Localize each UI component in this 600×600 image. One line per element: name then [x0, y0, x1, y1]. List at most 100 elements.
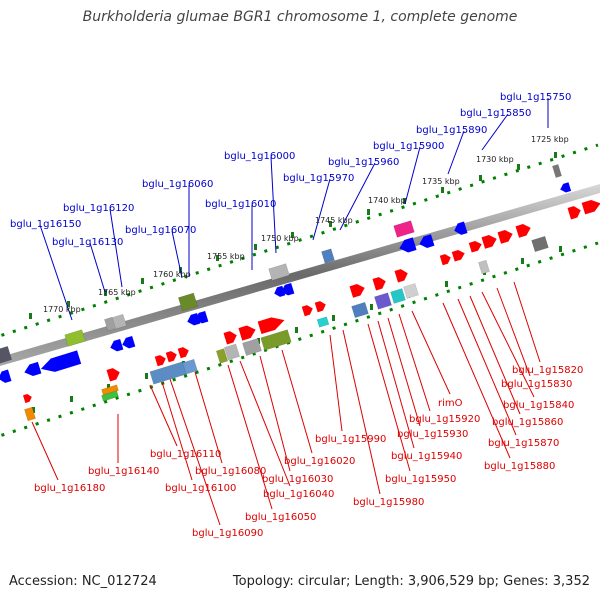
forward-connector [89, 242, 106, 293]
reverse-gene-label: rimO [438, 398, 463, 409]
reverse-gene-label: bglu_1g16050 [245, 512, 316, 523]
tick-label: 1735 kbp [422, 177, 460, 186]
reverse-gene [481, 235, 497, 249]
feature-block [215, 348, 229, 364]
tick-label: 1765 kbp [98, 288, 136, 297]
feature-block [0, 345, 13, 365]
reverse-gene-label: bglu_1g15880 [484, 461, 555, 472]
forward-gene-label: bglu_1g16150 [10, 219, 81, 230]
reverse-gene [439, 254, 451, 266]
tick-mark-lower [559, 246, 562, 252]
tick-mark-upper [367, 209, 370, 215]
forward-connector [339, 162, 376, 231]
forward-connector [171, 230, 183, 279]
tick-label: 1730 kbp [476, 155, 514, 164]
forward-connector [404, 146, 421, 205]
feature-block [531, 235, 549, 253]
axis-bar [0, 184, 600, 366]
tick-tracks [0, 143, 599, 438]
genes [0, 164, 600, 422]
reverse-gene [468, 241, 482, 253]
tick-label: 1750 kbp [261, 234, 299, 243]
forward-gene [281, 282, 295, 296]
reverse-gene [314, 301, 326, 313]
feature-block [403, 283, 419, 299]
reverse-connector [398, 313, 431, 412]
reverse-gene [106, 368, 120, 382]
reverse-gene [451, 250, 465, 262]
feature-block [104, 316, 116, 332]
reverse-gene [22, 394, 32, 404]
tick-label: 1770 kbp [43, 305, 81, 314]
tick-mark-lower [445, 281, 448, 287]
tick-mark-upper [517, 164, 520, 170]
tick-mark-upper [441, 187, 444, 193]
reverse-connector [259, 355, 291, 472]
sequence-axis [0, 184, 600, 366]
tick-label: 1755 kbp [207, 252, 245, 261]
tick-mark-lower [32, 407, 35, 413]
reverse-gene [515, 224, 531, 238]
reverse-connector [481, 291, 535, 398]
forward-gene-label: bglu_1g16130 [52, 237, 123, 248]
tick-mark-upper [104, 290, 107, 296]
reverse-connector [377, 320, 415, 449]
reverse-gene-label: bglu_1g16100 [165, 483, 236, 494]
forward-gene [274, 285, 286, 297]
feature-block [321, 248, 335, 264]
forward-gene-label: bglu_1g15970 [283, 173, 354, 184]
forward-connector [109, 208, 123, 288]
reverse-gene-label: bglu_1g15840 [503, 400, 574, 411]
reverse-gene [165, 351, 177, 363]
forward-gene [399, 237, 417, 253]
reverse-connector [161, 381, 193, 481]
reverse-gene-label: bglu_1g16080 [195, 466, 266, 477]
reverse-gene [497, 230, 513, 244]
feature-block [374, 292, 392, 310]
tick-mark-upper [403, 198, 406, 204]
forward-gene-label: bglu_1g16070 [125, 225, 196, 236]
feature-block [351, 301, 369, 319]
reverse-connector [513, 281, 541, 363]
feature-block [260, 329, 292, 351]
tick-mark-upper [67, 301, 70, 307]
forward-gene [122, 335, 136, 349]
reverse-gene-label: bglu_1g15920 [409, 414, 480, 425]
reverse-gene-label: bglu_1g15980 [353, 497, 424, 508]
forward-gene-label: bglu_1g15750 [500, 92, 571, 103]
forward-gene [419, 234, 435, 248]
reverse-gene [257, 317, 285, 335]
tick-mark-upper [141, 278, 144, 284]
reverse-connector [442, 302, 511, 459]
forward-gene [24, 361, 42, 376]
tick-label: 1745 kbp [315, 216, 353, 225]
forward-connector [312, 178, 331, 241]
reverse-gene [238, 325, 256, 341]
reverse-gene [394, 269, 408, 283]
tick-mark-upper [554, 152, 557, 158]
reverse-connector [457, 298, 517, 436]
tick-label: 1740 kbp [368, 196, 406, 205]
kbp-ticks: 1725 kbp 1730 kbp 1735 kbp 1740 kbp 1745 kbp… [43, 135, 569, 314]
feature-block [551, 164, 563, 178]
reverse-connector [411, 310, 451, 395]
forward-gene-label: bglu_1g16060 [142, 179, 213, 190]
feature-block [268, 263, 290, 281]
reverse-gene-label: bglu_1g15860 [492, 417, 563, 428]
accession-text: Accession: NC_012724 [9, 574, 157, 589]
tick-mark-upper [254, 244, 257, 250]
feature-block [149, 361, 187, 385]
forward-gene-label: bglu_1g15890 [416, 125, 487, 136]
forward-gene-label: bglu_1g16000 [224, 151, 295, 162]
feature-block [177, 292, 199, 312]
reverse-connector [329, 334, 343, 432]
tick-mark-lower [521, 258, 524, 264]
map-title: Burkholderia glumae BGR1 chromosome 1, c… [82, 9, 518, 25]
tick-label: 1760 kbp [153, 270, 191, 279]
reverse-gene [349, 284, 365, 298]
reverse-gene-label: bglu_1g16140 [88, 466, 159, 477]
reverse-gene-label: bglu_1g16020 [284, 456, 355, 467]
forward-gene-label: bglu_1g16010 [205, 199, 276, 210]
genome-summary-text: Topology: circular; Length: 3,906,529 bp… [232, 574, 590, 589]
